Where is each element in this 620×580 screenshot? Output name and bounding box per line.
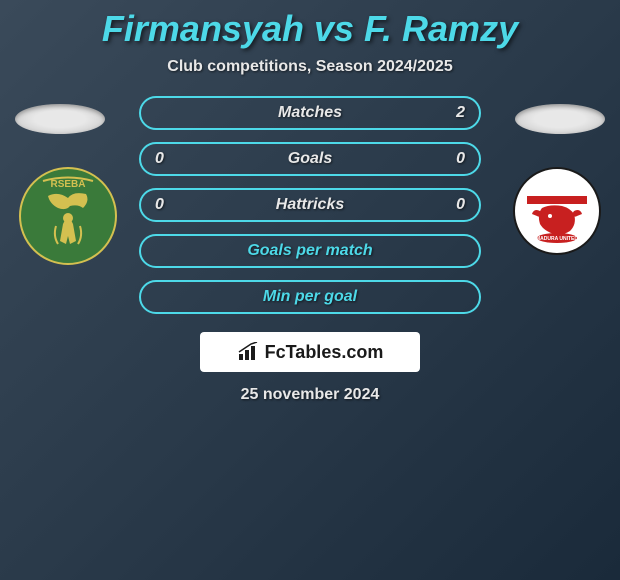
persebaya-crest-icon: RSEBA: [18, 166, 118, 266]
page-title: Firmansyah vs F. Ramzy: [102, 8, 518, 50]
stat-left-value: 0: [155, 196, 175, 214]
team-logo-left: RSEBA: [18, 166, 118, 266]
site-logo: FcTables.com: [237, 342, 384, 363]
stat-left-value: 0: [155, 150, 175, 168]
site-logo-box: FcTables.com: [200, 332, 420, 372]
stat-label: Min per goal: [263, 288, 357, 306]
player-slot-right: [515, 104, 605, 134]
stat-label: Matches: [278, 104, 342, 122]
bars-icon: [237, 342, 261, 362]
stats-area: RSEBA MADURA UNITED: [0, 96, 620, 314]
comparison-card: Firmansyah vs F. Ramzy Club competitions…: [0, 0, 620, 412]
stat-row-goals: 0 Goals 0: [139, 142, 481, 176]
stat-row-goals-per-match: Goals per match: [139, 234, 481, 268]
stat-label: Goals: [288, 150, 332, 168]
stat-row-hattricks: 0 Hattricks 0: [139, 188, 481, 222]
stat-row-matches: Matches 2: [139, 96, 481, 130]
team-logo-right: MADURA UNITED: [512, 166, 602, 256]
stat-label: Goals per match: [247, 242, 372, 260]
svg-text:RSEBA: RSEBA: [50, 179, 85, 190]
stat-label: Hattricks: [276, 196, 344, 214]
site-name: FcTables.com: [265, 342, 384, 363]
stat-right-value: 0: [445, 150, 465, 168]
stat-row-min-per-goal: Min per goal: [139, 280, 481, 314]
madura-united-crest-icon: MADURA UNITED: [512, 166, 602, 256]
svg-text:MADURA UNITED: MADURA UNITED: [536, 236, 578, 242]
subtitle: Club competitions, Season 2024/2025: [167, 58, 452, 76]
player-slot-left: [15, 104, 105, 134]
date-text: 25 november 2024: [241, 386, 380, 404]
stat-right-value: 0: [445, 196, 465, 214]
stat-right-value: 2: [445, 104, 465, 122]
